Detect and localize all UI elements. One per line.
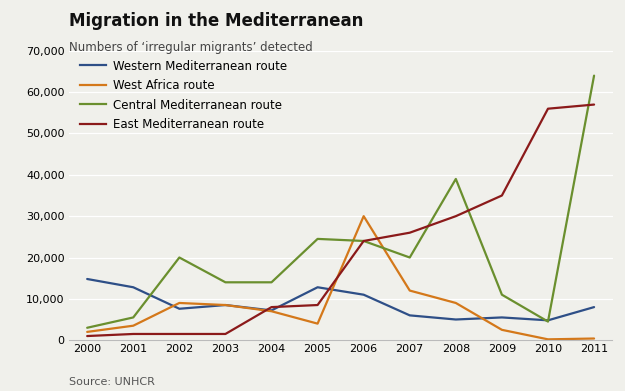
Text: Numbers of ‘irregular migrants’ detected: Numbers of ‘irregular migrants’ detected	[69, 41, 312, 54]
Text: Source: UNHCR: Source: UNHCR	[69, 377, 154, 387]
Text: Migration in the Mediterranean: Migration in the Mediterranean	[69, 12, 363, 30]
Legend: Western Mediterranean route, West Africa route, Central Mediterranean route, Eas: Western Mediterranean route, West Africa…	[80, 59, 288, 131]
